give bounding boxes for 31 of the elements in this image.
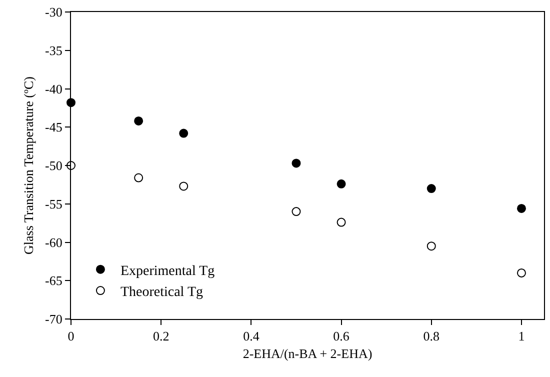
x-tick-label: 0 [68, 328, 74, 344]
point [134, 173, 144, 182]
y-tick-label: -40 [45, 81, 62, 96]
point [516, 204, 526, 213]
legend-label: Experimental Tg [120, 264, 215, 279]
legend-label: Theoretical Tg [120, 284, 204, 300]
y-tick-label: -55 [45, 196, 62, 212]
x-tick-label: 0.6 [333, 328, 350, 344]
point [426, 184, 436, 194]
y-axis-title: Glass Transition Temperature (ºC) [21, 76, 36, 255]
x-tick-label: 0.8 [423, 328, 440, 344]
y-tick-label: -65 [45, 273, 62, 288]
y-tick-label: -70 [45, 312, 62, 327]
point [516, 268, 526, 278]
point [134, 116, 144, 126]
y-tick-label: -45 [45, 120, 62, 135]
x-tick-label: 1 [518, 328, 525, 344]
point [336, 218, 346, 227]
y-tick-label: -50 [45, 158, 62, 174]
point [179, 182, 188, 191]
point [336, 179, 346, 188]
x-tick-label: 0.4 [243, 328, 260, 344]
point [292, 207, 301, 216]
x-axis-title: 2-EHA/(n-BA + 2-EHA) [242, 346, 372, 362]
point [179, 128, 188, 138]
point [426, 242, 436, 251]
x-tick-label: 0.2 [152, 328, 170, 344]
y-tick-label: -30 [45, 4, 62, 20]
y-tick-label: -60 [45, 234, 62, 250]
y-tick-label: -35 [45, 42, 62, 58]
point [292, 158, 301, 168]
